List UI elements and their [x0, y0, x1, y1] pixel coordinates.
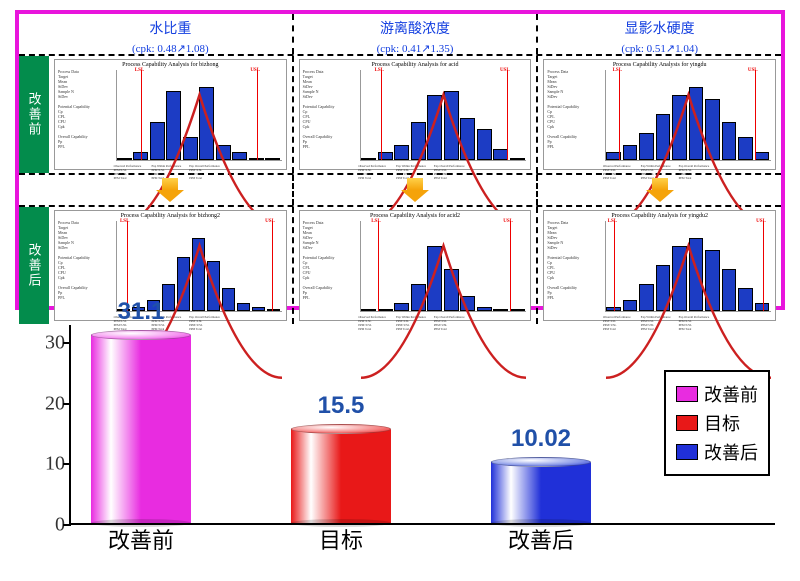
arrow-down-icon — [401, 178, 429, 202]
x-label: 目标 — [281, 523, 401, 555]
row-label-before: 改善前 — [19, 56, 49, 173]
bar-改善后: 10.02 — [491, 457, 591, 523]
mini-chart-before-3: Process Capability Analysis for yingduPr… — [543, 59, 776, 170]
col-header-1: 水比重 (cpk: 0.48↗1.08) — [49, 14, 294, 54]
mini-chart-after-2: Process Capability Analysis for acid2Pro… — [299, 210, 532, 321]
legend-item: 改善前 — [676, 381, 758, 407]
mini-chart-before-2: Process Capability Analysis for acidProc… — [299, 59, 532, 170]
arrow-down-icon — [646, 178, 674, 202]
mini-chart-after-3: Process Capability Analysis for yingdu2P… — [543, 210, 776, 321]
top-comparison-panel: 水比重 (cpk: 0.48↗1.08) 游离酸浓度 (cpk: 0.41↗1.… — [15, 10, 785, 310]
x-label: 改善前 — [81, 523, 201, 555]
bar-改善前: 31.1 — [91, 330, 191, 523]
arrow-down-icon — [156, 178, 184, 202]
col-header-2: 游离酸浓度 (cpk: 0.41↗1.35) — [294, 14, 539, 54]
legend: 改善前目标改善后 — [664, 370, 770, 476]
col-header-3: 显影水硬度 (cpk: 0.51↗1.04) — [538, 14, 781, 54]
row-label-after: 改善后 — [19, 207, 49, 324]
mini-chart-before-1: Process Capability Analysis for bizhongP… — [54, 59, 287, 170]
bottom-bar-chart: 0102030 31.115.510.02 改善前目标改善后 改善前目标改善后 — [15, 315, 785, 560]
plot-area: 31.1 15.5 10.02 — [71, 325, 615, 523]
legend-item: 改善后 — [676, 439, 758, 465]
x-label: 改善后 — [481, 523, 601, 555]
legend-item: 目标 — [676, 410, 758, 436]
bar-目标: 15.5 — [291, 424, 391, 523]
